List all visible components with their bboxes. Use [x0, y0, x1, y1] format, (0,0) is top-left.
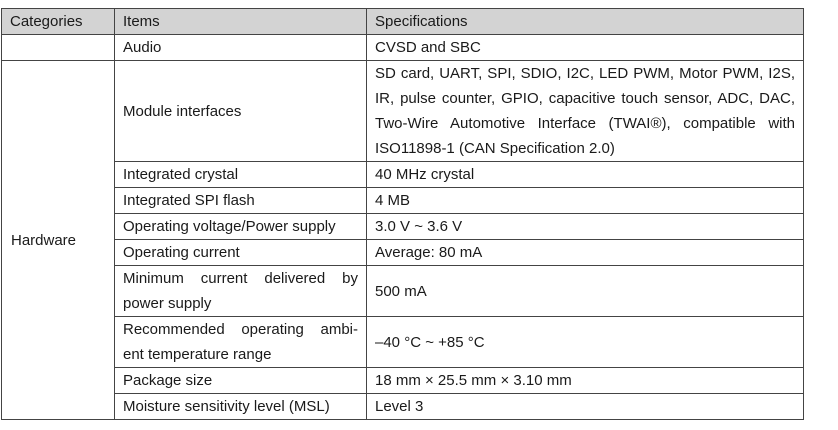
category-cell-hardware: Hardware [1, 60, 115, 420]
spec-cell: Average: 80 mA [366, 239, 804, 266]
specifications-table: Categories Items Specifications Audio CV… [1, 8, 804, 420]
table-row: Audio CVSD and SBC [1, 34, 804, 61]
spec-cell: Level 3 [366, 393, 804, 420]
header-row: Categories Items Specifications [1, 8, 804, 35]
spec-cell: 18 mm × 25.5 mm × 3.10 mm [366, 367, 804, 394]
item-cell: Minimum current delivered by power suppl… [114, 265, 367, 317]
item-cell: Integrated crystal [114, 161, 367, 188]
table-row: Operating current Average: 80 mA [2, 239, 804, 266]
table-row: Package size 18 mm × 25.5 mm × 3.10 mm [2, 367, 804, 394]
spec-cell: 4 MB [366, 187, 804, 214]
item-cell: Recommended operating ambi- ent temperat… [114, 316, 367, 368]
item-cell: Operating current [114, 239, 367, 266]
spec-cell: 3.0 V ~ 3.6 V [366, 213, 804, 240]
table-row: Hardware Module interfaces SD card, UART… [1, 60, 804, 420]
table-row: Operating voltage/Power supply 3.0 V ~ 3… [2, 213, 804, 240]
item-cell: Integrated SPI flash [114, 187, 367, 214]
spec-cell: SD card, UART, SPI, SDIO, I2C, LED PWM, … [366, 60, 804, 162]
header-specifications: Specifications [366, 8, 804, 35]
spec-cell: 40 MHz crystal [366, 161, 804, 188]
item-cell: Audio [114, 34, 367, 61]
table-row: Integrated crystal 40 MHz crystal [2, 161, 804, 188]
item-cell: Package size [114, 367, 367, 394]
spec-cell: –40 °C ~ +85 °C [366, 316, 804, 368]
item-cell: Module interfaces [114, 60, 367, 162]
spec-cell: CVSD and SBC [366, 34, 804, 61]
header-categories: Categories [1, 8, 115, 35]
table-row: Recommended operating ambi- ent temperat… [2, 316, 804, 368]
item-cell: Moisture sensitivity level (MSL) [114, 393, 367, 420]
spec-cell: 500 mA [366, 265, 804, 317]
category-cell [1, 34, 115, 61]
header-items: Items [114, 8, 367, 35]
table-row: Minimum current delivered by power suppl… [2, 265, 804, 317]
table-row: Moisture sensitivity level (MSL) Level 3 [2, 393, 804, 420]
item-cell: Operating voltage/Power supply [114, 213, 367, 240]
table-row: Integrated SPI flash 4 MB [2, 187, 804, 214]
